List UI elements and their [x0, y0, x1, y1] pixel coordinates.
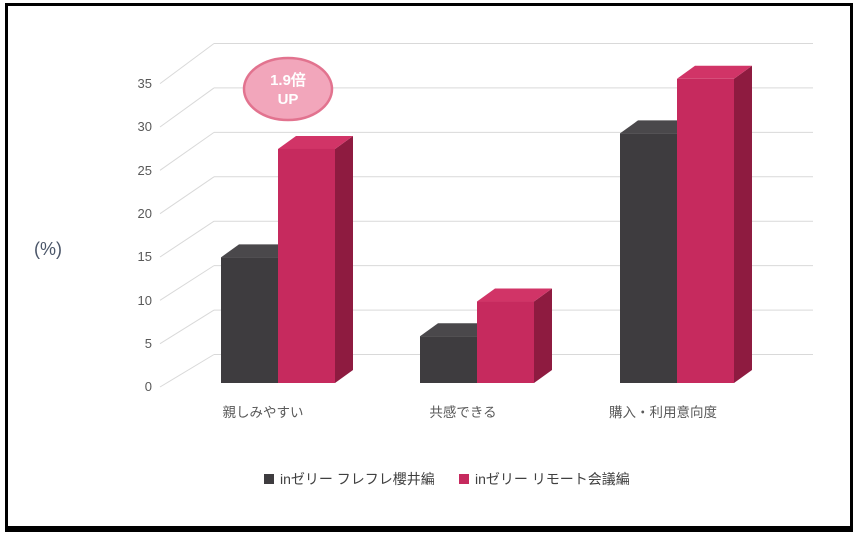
bar-side-face [335, 135, 353, 383]
legend-swatch-series1 [264, 474, 274, 484]
bar-front-face [477, 301, 534, 383]
bar-top-face [477, 288, 552, 302]
category-label: 共感できる [429, 404, 496, 420]
y-tick-label: 30 [138, 119, 152, 134]
gridline-connector [159, 220, 215, 258]
bar-side-face [534, 288, 552, 383]
bar-top-face [221, 244, 296, 258]
bar-top-face [278, 135, 353, 149]
y-tick-label: 5 [145, 336, 152, 351]
gridline-connector [159, 176, 215, 215]
window-border [5, 3, 853, 532]
bar-front-face [221, 257, 278, 383]
category-label: 購入・利用意向度 [609, 404, 717, 420]
bar-side-face [734, 65, 752, 383]
bar-front-face [278, 148, 335, 383]
legend-label-series2: inゼリー リモート会議編 [475, 471, 630, 487]
callout-bubble: 1.9倍 UP [242, 56, 334, 122]
gridline-connector [159, 131, 215, 171]
legend-label-series1: inゼリー フレフレ櫻井編 [280, 471, 435, 487]
gridline-connector [159, 265, 215, 301]
gridline-connector [159, 309, 215, 345]
category-label: 親しみやすい [223, 405, 304, 420]
legend-swatch-series2 [459, 474, 469, 484]
gridline-connector [159, 43, 215, 85]
gridline-connector [159, 87, 215, 128]
callout-text-line1: 1.9倍 [270, 71, 306, 89]
bar-front-face [420, 336, 477, 383]
bar-series2-group1 [278, 135, 353, 383]
y-tick-label: 20 [138, 206, 152, 221]
bar-top-face [420, 323, 495, 337]
bar-front-face [677, 78, 734, 383]
bar-front-face [620, 133, 677, 383]
bar-series2-group3 [677, 65, 752, 383]
gridline-connector [159, 354, 215, 388]
y-tick-label: 0 [145, 379, 152, 394]
y-tick-label: 15 [138, 249, 152, 264]
bars-layer [221, 65, 752, 383]
y-axis-unit-label: (%) [34, 239, 62, 259]
bar-series2-group2 [477, 288, 552, 383]
bar-top-face [620, 120, 695, 134]
callout-ellipse [242, 56, 334, 122]
callout-text-line2: UP [278, 91, 299, 108]
bar-top-face [677, 65, 752, 79]
legend: inゼリー フレフレ櫻井編 inゼリー リモート会議編 [264, 471, 630, 487]
y-tick-label: 10 [138, 293, 152, 308]
y-tick-label: 35 [138, 76, 152, 91]
y-tick-label: 25 [138, 163, 152, 178]
